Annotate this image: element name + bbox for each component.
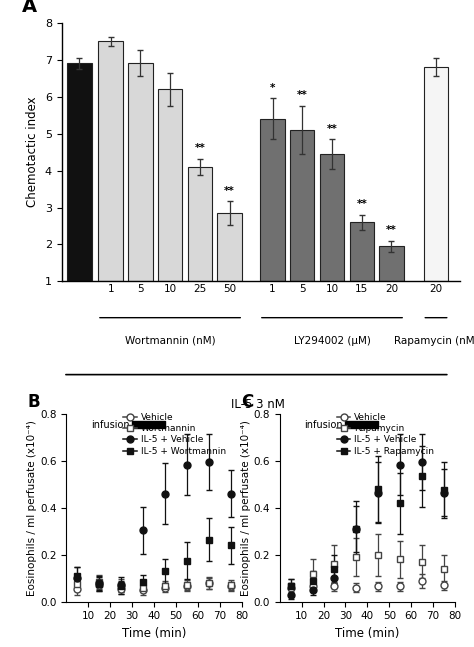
Text: infusion: infusion [91,420,130,430]
Legend: Vehicle, Rapamycin, IL-5 + Vehicle, IL-5 + Rapamycin: Vehicle, Rapamycin, IL-5 + Vehicle, IL-5… [333,410,438,459]
Text: *: * [270,83,275,93]
Text: A: A [22,0,37,16]
Legend: Vehicle, Wortmannin, IL-5 + Vehicle, IL-5 + Wortmannin: Vehicle, Wortmannin, IL-5 + Vehicle, IL-… [120,410,229,459]
Text: C: C [241,393,253,411]
Bar [128,63,153,281]
Text: Wortmannin (nM): Wortmannin (nM) [125,336,215,345]
Text: **: ** [194,143,205,153]
Text: IL-5 3 nM: IL-5 3 nM [231,398,285,411]
Text: **: ** [224,186,235,195]
Bar [99,41,123,281]
Text: **: ** [327,124,337,133]
Bar [260,119,285,281]
Bar [320,154,344,281]
Text: B: B [28,393,40,411]
Bar [188,167,212,281]
Text: **: ** [386,225,397,236]
Bar [217,213,242,281]
Y-axis label: Eosinophils / ml perfusate (x10⁻⁴): Eosinophils / ml perfusate (x10⁻⁴) [241,420,251,596]
Y-axis label: Chemotactic index: Chemotactic index [26,97,39,207]
Text: **: ** [356,199,367,210]
Text: Rapamycin (nM): Rapamycin (nM) [394,336,474,345]
X-axis label: Time (min): Time (min) [335,627,400,640]
Text: **: ** [297,91,308,100]
Bar [67,63,91,281]
Bar [349,223,374,281]
Bar [158,89,182,281]
Bar [379,247,404,281]
Text: infusion: infusion [305,420,343,430]
Text: LY294002 (μM): LY294002 (μM) [293,336,371,345]
X-axis label: Time (min): Time (min) [122,627,186,640]
Bar [290,130,314,281]
Y-axis label: Eosinophils / ml perfusate (x10⁻⁴): Eosinophils / ml perfusate (x10⁻⁴) [27,420,37,596]
Bar [424,67,448,281]
